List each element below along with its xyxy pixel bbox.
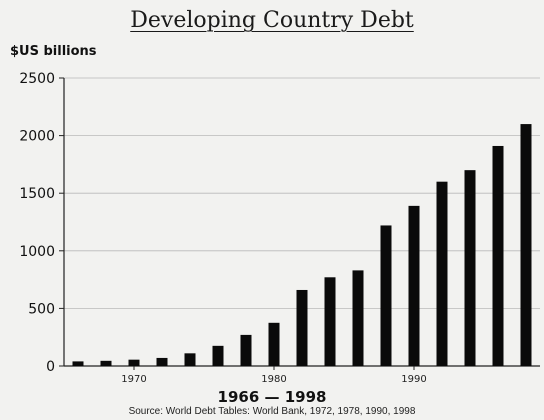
bar-1974 [184, 353, 196, 366]
x-tick-label-1970: 1970 [121, 374, 146, 385]
tick-labels: 0 500 1000 1500 2000 2500 1970 1980 1990 [19, 71, 426, 385]
y-tick-label-1500: 1500 [19, 186, 55, 202]
bar-1982 [296, 289, 308, 366]
bar-1990 [408, 205, 420, 366]
bar-1968 [100, 360, 112, 366]
bar-1970 [128, 359, 140, 366]
bar-1966 [72, 361, 84, 366]
bar-1978 [240, 334, 252, 366]
axes [59, 77, 415, 370]
bars [72, 124, 532, 366]
chart-title: Developing Country Debt [0, 8, 544, 33]
y-tick-label-2000: 2000 [19, 129, 55, 145]
y-tick-label-0: 0 [46, 359, 55, 375]
x-axis-label: 1966 — 1998 [217, 388, 327, 406]
bar-1984 [324, 277, 336, 366]
bar-1996 [492, 145, 504, 366]
x-tick-label-1990: 1990 [401, 374, 426, 385]
bar-1976 [212, 345, 224, 366]
chart-title-text: Developing Country Debt [130, 8, 414, 33]
bar-1980 [268, 322, 280, 366]
y-tick-label-500: 500 [28, 301, 55, 317]
bar-1986 [352, 270, 364, 366]
y-tick-label-2500: 2500 [19, 71, 55, 87]
bar-1994 [464, 170, 476, 366]
y-tick-label-1000: 1000 [19, 244, 55, 260]
y-axis-label: $US billions [10, 44, 97, 59]
bar-1998 [520, 124, 532, 366]
bar-1972 [156, 357, 168, 366]
bar-1988 [380, 225, 392, 366]
bar-1992 [436, 181, 448, 366]
source-note: Source: World Debt Tables: World Bank, 1… [128, 406, 416, 417]
x-tick-label-1980: 1980 [261, 374, 286, 385]
